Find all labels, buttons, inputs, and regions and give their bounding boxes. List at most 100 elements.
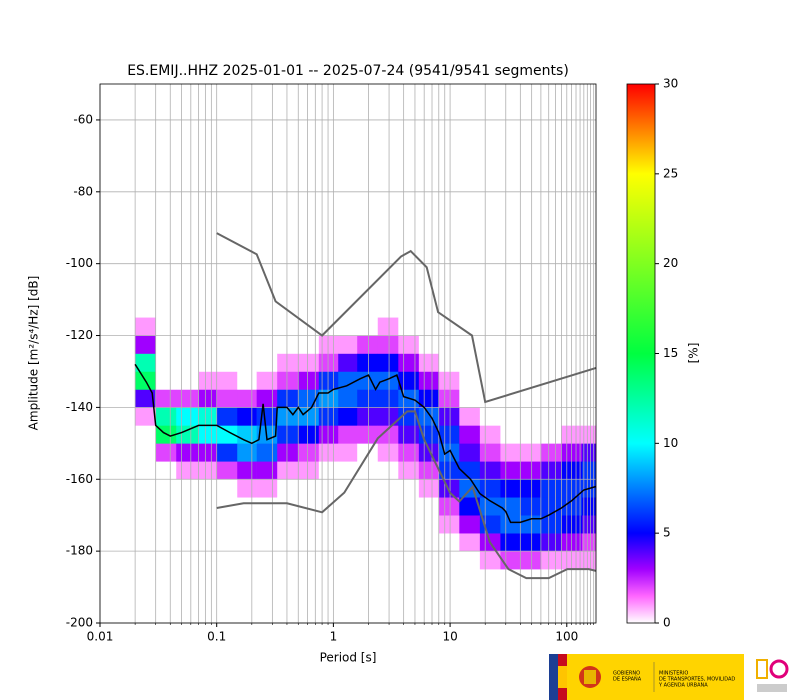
- heatmap-cell: [277, 479, 299, 498]
- heatmap-cell: [500, 425, 521, 444]
- heatmap-cell: [298, 515, 320, 534]
- heatmap-cell: [581, 443, 597, 462]
- y-tick-label: -100: [66, 256, 93, 270]
- heatmap-cell: [155, 317, 177, 336]
- heatmap-cell: [438, 371, 460, 390]
- heatmap-cell: [237, 389, 257, 408]
- heatmap-cell: [135, 353, 156, 372]
- heatmap-cell: [155, 353, 177, 372]
- heatmap-cell: [520, 335, 542, 354]
- heatmap-cell: [520, 353, 542, 372]
- heatmap-cell: [198, 533, 217, 552]
- heatmap-cell: [237, 335, 257, 354]
- heatmap-cell: [155, 533, 177, 552]
- heatmap-cell: [540, 317, 562, 336]
- heatmap-cell: [338, 317, 358, 336]
- heatmap-cell: [277, 371, 299, 390]
- heatmap-cell: [377, 425, 399, 444]
- heatmap-cell: [357, 533, 379, 552]
- heatmap-cell: [377, 461, 399, 480]
- heatmap-cell: [277, 425, 299, 444]
- heatmap-cell: [520, 443, 542, 462]
- heatmap-cell: [216, 353, 238, 372]
- heatmap-cell: [357, 407, 379, 426]
- heatmap-cell: [338, 497, 358, 516]
- heatmap-cell: [256, 497, 278, 516]
- heatmap-cell: [479, 317, 501, 336]
- heatmap-cell: [438, 407, 460, 426]
- x-axis-label: Period [s]: [320, 651, 377, 665]
- heatmap-cell: [216, 443, 238, 462]
- heatmap-cell: [135, 551, 156, 570]
- heatmap-cell: [277, 497, 299, 516]
- heatmap-cell: [520, 425, 542, 444]
- heatmap-cell: [438, 317, 460, 336]
- heatmap-cell: [540, 515, 562, 534]
- heatmap-cell: [357, 515, 379, 534]
- heatmap-cell: [500, 371, 521, 390]
- ign-logo: [757, 684, 787, 692]
- heatmap-cell: [418, 533, 440, 552]
- ministry-text: MINISTERIO: [659, 671, 688, 677]
- heatmap-cell: [135, 443, 156, 462]
- heatmap-cell: [438, 551, 460, 570]
- heatmap-cell: [479, 461, 501, 480]
- heatmap-cell: [176, 425, 199, 444]
- heatmap-cell: [540, 461, 562, 480]
- heatmap-cell: [298, 371, 320, 390]
- heatmap-cell: [418, 479, 440, 498]
- x-tick-label: 1: [330, 630, 338, 644]
- heatmap-cell: [398, 461, 420, 480]
- heatmap-cell: [398, 335, 420, 354]
- heatmap-cell: [459, 461, 481, 480]
- heatmap-cell: [540, 551, 562, 570]
- heatmap-cell: [277, 551, 299, 570]
- heatmap-cell: [540, 389, 562, 408]
- heatmap-cell: [520, 371, 542, 390]
- heatmap-cell: [500, 317, 521, 336]
- colorbar-label: [%]: [687, 343, 701, 364]
- heatmap-cell: [377, 317, 399, 336]
- heatmap-cell: [438, 353, 460, 372]
- heatmap-cell: [418, 353, 440, 372]
- heatmap-cell: [418, 497, 440, 516]
- heatmap-cell: [298, 425, 320, 444]
- heatmap-cell: [155, 551, 177, 570]
- heatmap-cell: [459, 389, 481, 408]
- heatmap-cell: [479, 335, 501, 354]
- heatmap-cell: [277, 317, 299, 336]
- heatmap-cell: [581, 551, 597, 570]
- chart-title: ES.EMIJ..HHZ 2025-01-01 -- 2025-07-24 (9…: [127, 63, 569, 79]
- heatmap-cell: [377, 497, 399, 516]
- ministry-text: Y AGENDA URBANA: [658, 683, 708, 689]
- heatmap-cell: [520, 389, 542, 408]
- heatmap-cell: [198, 443, 217, 462]
- heatmap-cell: [520, 533, 542, 552]
- heatmap-cell: [298, 407, 320, 426]
- heatmap-cell: [135, 335, 156, 354]
- heatmap-cell: [198, 353, 217, 372]
- x-tick-label: 10: [442, 630, 457, 644]
- heatmap-cell: [459, 497, 481, 516]
- ign-logo: [769, 659, 789, 679]
- heatmap-cell: [135, 515, 156, 534]
- heatmap-cell: [198, 479, 217, 498]
- heatmap-cell: [155, 371, 177, 390]
- heatmap-cell: [418, 407, 440, 426]
- heatmap-cell: [438, 497, 460, 516]
- colorbar-tick-label: 5: [663, 526, 671, 540]
- heatmap-cell: [338, 533, 358, 552]
- heatmap-cell: [398, 497, 420, 516]
- x-tick-label: 0.01: [87, 630, 114, 644]
- ministry-text: DE TRANSPORTES, MOVILIDAD: [659, 677, 735, 683]
- heatmap-cell: [155, 461, 177, 480]
- y-tick-label: -80: [73, 184, 93, 198]
- heatmap-cell: [438, 461, 460, 480]
- heatmap-cell: [377, 443, 399, 462]
- heatmap-cell: [237, 443, 257, 462]
- heatmap-cell: [479, 425, 501, 444]
- colorbar-tick-label: 20: [663, 256, 678, 270]
- heatmap-cell: [338, 335, 358, 354]
- heatmap-cell: [500, 515, 521, 534]
- heatmap-cell: [198, 497, 217, 516]
